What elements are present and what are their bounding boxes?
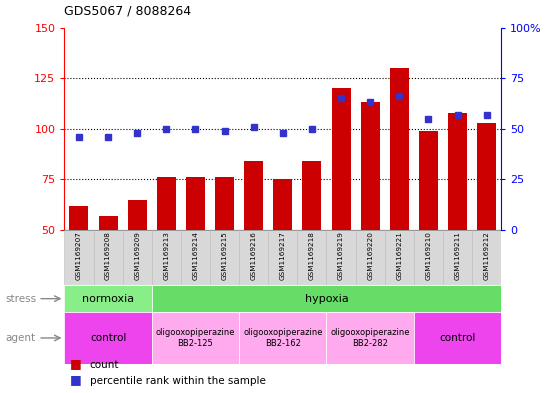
Bar bbox=[239, 312, 326, 364]
Bar bbox=[297, 230, 326, 285]
Bar bbox=[64, 230, 94, 285]
Text: count: count bbox=[90, 360, 119, 370]
Bar bbox=[99, 216, 118, 230]
Bar bbox=[385, 230, 414, 285]
Text: GSM1169208: GSM1169208 bbox=[105, 231, 111, 281]
Bar bbox=[181, 230, 210, 285]
Text: ■: ■ bbox=[70, 357, 82, 370]
Text: oligooxopiperazine
BB2-282: oligooxopiperazine BB2-282 bbox=[330, 328, 410, 348]
Text: GSM1169212: GSM1169212 bbox=[484, 231, 489, 281]
Bar bbox=[123, 230, 152, 285]
Bar bbox=[128, 200, 147, 230]
Bar bbox=[477, 123, 496, 230]
Bar bbox=[268, 230, 297, 285]
Text: agent: agent bbox=[6, 333, 36, 343]
Bar bbox=[239, 230, 268, 285]
Bar bbox=[390, 68, 409, 230]
Text: GSM1169213: GSM1169213 bbox=[164, 231, 169, 281]
Bar bbox=[419, 131, 438, 230]
Text: GSM1169220: GSM1169220 bbox=[367, 231, 373, 281]
Text: hypoxia: hypoxia bbox=[305, 294, 348, 304]
Bar bbox=[326, 230, 356, 285]
Bar bbox=[273, 179, 292, 230]
Text: GSM1169215: GSM1169215 bbox=[222, 231, 227, 281]
Bar bbox=[152, 230, 181, 285]
Bar bbox=[157, 177, 176, 230]
Text: GSM1169214: GSM1169214 bbox=[193, 231, 198, 281]
Bar bbox=[69, 206, 88, 230]
Text: GSM1169217: GSM1169217 bbox=[280, 231, 286, 281]
Bar bbox=[152, 285, 501, 312]
Bar bbox=[332, 88, 351, 230]
Bar bbox=[64, 312, 152, 364]
Text: normoxia: normoxia bbox=[82, 294, 134, 304]
Bar bbox=[448, 112, 467, 230]
Bar bbox=[64, 285, 152, 312]
Text: oligooxopiperazine
BB2-162: oligooxopiperazine BB2-162 bbox=[243, 328, 323, 348]
Bar bbox=[356, 230, 385, 285]
Text: GSM1169221: GSM1169221 bbox=[396, 231, 402, 281]
Text: GSM1169209: GSM1169209 bbox=[134, 231, 140, 281]
Text: percentile rank within the sample: percentile rank within the sample bbox=[90, 376, 265, 386]
Text: stress: stress bbox=[6, 294, 37, 304]
Bar bbox=[94, 230, 123, 285]
Bar bbox=[472, 230, 501, 285]
Bar bbox=[244, 161, 263, 230]
Text: GSM1169207: GSM1169207 bbox=[76, 231, 82, 281]
Text: GSM1169218: GSM1169218 bbox=[309, 231, 315, 281]
Text: GSM1169210: GSM1169210 bbox=[426, 231, 431, 281]
Bar bbox=[414, 312, 501, 364]
Bar bbox=[361, 103, 380, 230]
Bar bbox=[210, 230, 239, 285]
Bar bbox=[326, 312, 414, 364]
Bar bbox=[186, 177, 205, 230]
Bar bbox=[215, 177, 234, 230]
Bar bbox=[152, 312, 239, 364]
Text: GSM1169219: GSM1169219 bbox=[338, 231, 344, 281]
Bar bbox=[443, 230, 472, 285]
Text: control: control bbox=[440, 333, 475, 343]
Bar bbox=[414, 230, 443, 285]
Text: ■: ■ bbox=[70, 373, 82, 386]
Text: control: control bbox=[90, 333, 126, 343]
Text: oligooxopiperazine
BB2-125: oligooxopiperazine BB2-125 bbox=[156, 328, 235, 348]
Text: GSM1169216: GSM1169216 bbox=[251, 231, 256, 281]
Bar bbox=[302, 161, 321, 230]
Text: GDS5067 / 8088264: GDS5067 / 8088264 bbox=[64, 5, 192, 18]
Text: GSM1169211: GSM1169211 bbox=[455, 231, 460, 281]
